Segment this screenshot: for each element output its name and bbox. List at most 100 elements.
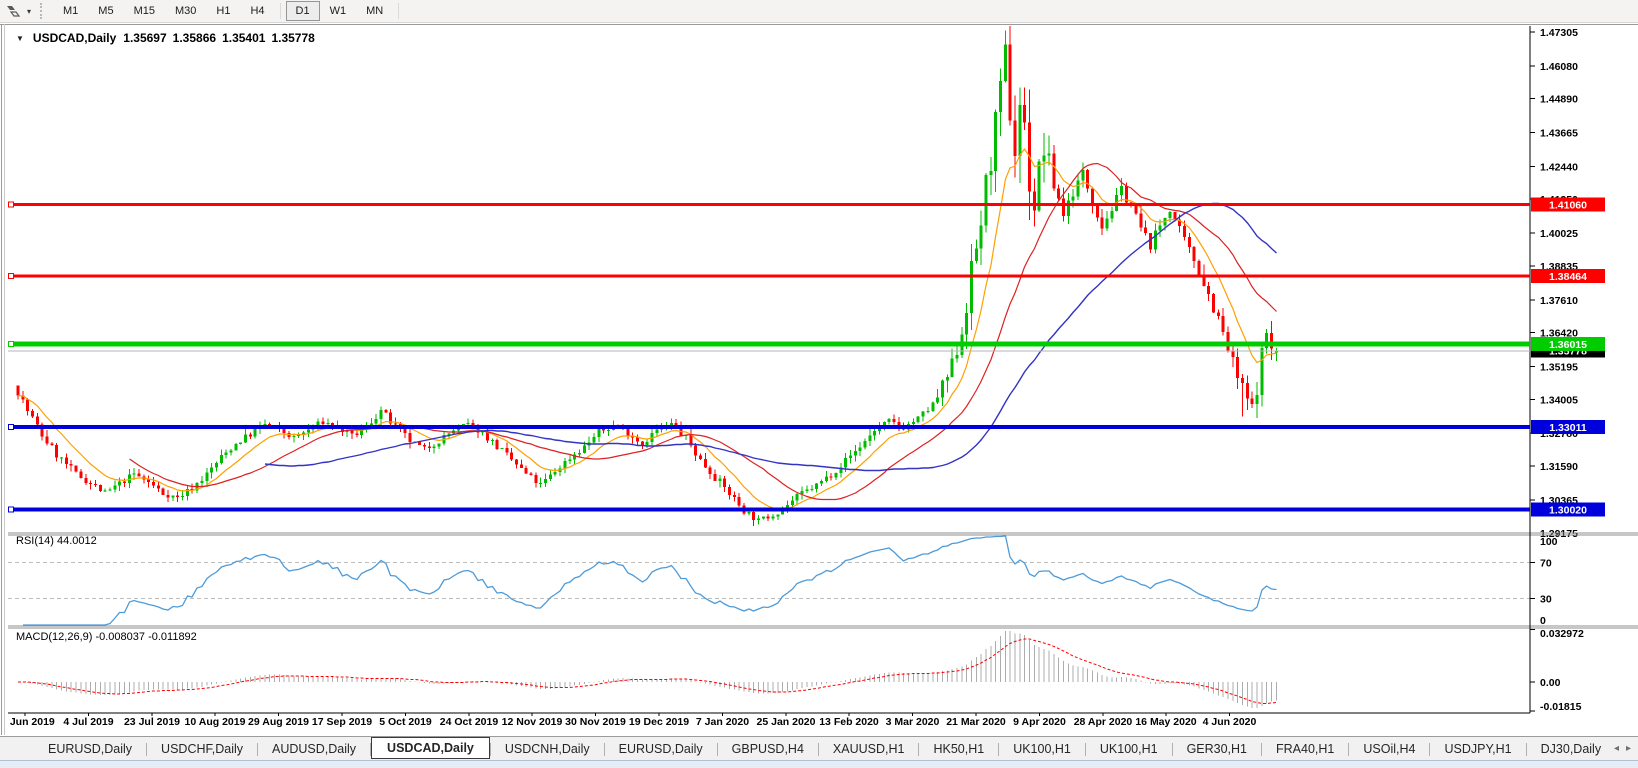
svg-text:1.33011: 1.33011 — [1549, 422, 1587, 434]
tab-divider — [918, 742, 920, 756]
timeframe-button-m15[interactable]: M15 — [133, 5, 155, 17]
svg-text:13 Feb 2020: 13 Feb 2020 — [819, 716, 879, 728]
tab-usdcad-daily[interactable]: USDCAD,Daily — [371, 737, 490, 759]
tab-ger30-h1[interactable]: GER30,H1 — [1186, 742, 1248, 756]
toolbar-separator — [398, 3, 400, 19]
timeframe-buttons: M1 M5 M15 M30 H1 H4 D1 W1 MN — [53, 1, 404, 21]
tab-audusd-daily[interactable]: AUDUSD,Daily — [272, 742, 357, 756]
window-border-left — [1, 24, 2, 735]
price-axis[interactable]: 1.473051.460801.448901.436651.424401.412… — [1530, 27, 1578, 540]
svg-text:70: 70 — [1540, 558, 1552, 570]
svg-text:9 Apr 2020: 9 Apr 2020 — [1013, 716, 1066, 728]
tab-divider — [1525, 742, 1527, 756]
chart-symbol-title: USDCAD,Daily — [32, 31, 117, 45]
timeframe-button-d1[interactable]: D1 — [285, 1, 320, 21]
hline-resistance-lower[interactable] — [8, 273, 1530, 279]
svg-text:24 Oct 2019: 24 Oct 2019 — [440, 716, 499, 728]
macd-indicator — [17, 631, 1277, 708]
hline-resistance-upper[interactable] — [8, 201, 1530, 208]
timeframe-button-w1[interactable]: W1 — [329, 5, 347, 17]
svg-text:1.38464: 1.38464 — [1549, 271, 1587, 283]
svg-text:29 Aug 2019: 29 Aug 2019 — [248, 716, 309, 728]
chart-window — [0, 24, 1638, 735]
svg-text:1.35195: 1.35195 — [1540, 362, 1578, 374]
svg-text:15 Jun 2019: 15 Jun 2019 — [8, 716, 55, 728]
timeframe-button-h4[interactable]: H4 — [250, 5, 265, 17]
chevron-down-icon[interactable]: ▾ — [27, 6, 32, 16]
price-label-box — [1531, 197, 1605, 212]
hline-support-upper[interactable] — [8, 424, 1530, 430]
macd-histogram — [17, 631, 1277, 708]
tab-scroll-right-icon[interactable]: ▸ — [1625, 743, 1631, 754]
tab-eurusd-daily[interactable]: EURUSD,Daily — [48, 742, 133, 756]
chart-canvas[interactable]: 1.473051.460801.448901.436651.424401.412… — [8, 26, 1638, 735]
ma-medium-line — [129, 162, 1277, 501]
tab-uk100-h1[interactable]: UK100,H1 — [1099, 742, 1158, 756]
svg-text:19 Dec 2019: 19 Dec 2019 — [629, 716, 689, 728]
pane-separators[interactable] — [8, 26, 1638, 714]
tab-divider — [603, 742, 605, 756]
tab-usdchf-daily[interactable]: USDCHF,Daily — [161, 742, 243, 756]
svg-text:16 May 2020: 16 May 2020 — [1135, 716, 1196, 728]
tab-gbpusd-h4[interactable]: GBPUSD,H4 — [731, 742, 804, 756]
tab-divider — [716, 742, 718, 756]
svg-text:25 Jan 2020: 25 Jan 2020 — [757, 716, 816, 728]
tab-usoil-h4[interactable]: USOil,H4 — [1363, 742, 1416, 756]
macd-signal-line — [18, 638, 1277, 704]
price-label-box — [1531, 502, 1605, 517]
tab-divider — [998, 742, 1000, 756]
tab-hk50-h1[interactable]: HK50,H1 — [933, 742, 985, 756]
time-axis[interactable]: 15 Jun 2019 4 Jul 2019 23 Jul 2019 10 Aug 2… — [8, 713, 1257, 728]
svg-text:0: 0 — [1540, 615, 1546, 627]
timeframe-button-mn[interactable]: MN — [366, 5, 384, 17]
svg-text:10 Aug 2019: 10 Aug 2019 — [185, 716, 246, 728]
svg-text:1.46080: 1.46080 — [1540, 61, 1578, 73]
tab-divider — [817, 742, 819, 756]
timeframe-button-m1[interactable]: M1 — [63, 5, 79, 17]
svg-text:30: 30 — [1540, 594, 1552, 606]
svg-text:17 Sep 2019: 17 Sep 2019 — [312, 716, 372, 728]
tab-divider — [146, 742, 148, 756]
tab-uk100-h1[interactable]: UK100,H1 — [1013, 742, 1071, 756]
svg-text:3 Mar 2020: 3 Mar 2020 — [886, 716, 940, 728]
svg-text:1.41060: 1.41060 — [1549, 200, 1587, 212]
svg-text:-0.01815: -0.01815 — [1540, 701, 1582, 713]
top-toolbar: ▾ M1 M5 M15 M30 H1 H4 D1 W1 MN — [0, 0, 1638, 23]
svg-text:30 Nov 2019: 30 Nov 2019 — [565, 716, 626, 728]
tab-usdjpy-h1[interactable]: USDJPY,H1 — [1444, 742, 1512, 756]
svg-text:5 Oct 2019: 5 Oct 2019 — [379, 716, 432, 728]
svg-text:1.34005: 1.34005 — [1540, 395, 1578, 407]
svg-text:1.36420: 1.36420 — [1540, 328, 1578, 340]
line-studies-group: ▾ — [3, 3, 36, 19]
svg-text:23 Jul 2019: 23 Jul 2019 — [124, 716, 180, 728]
svg-text:1.30020: 1.30020 — [1549, 505, 1587, 517]
chart-ohlc-header: ▼ USDCAD,Daily 1.35697 1.35866 1.35401 1… — [16, 31, 315, 45]
timeframe-button-h1[interactable]: H1 — [216, 5, 231, 17]
svg-text:4 Jul 2019: 4 Jul 2019 — [63, 716, 113, 728]
tab-xauusd-h1[interactable]: XAUUSD,H1 — [832, 742, 905, 756]
tab-scroll-left-icon[interactable]: ◂ — [1613, 743, 1619, 754]
arrows-tool-icon[interactable] — [5, 3, 21, 19]
hline-support-lower[interactable] — [8, 506, 1530, 513]
toolbar-separator — [279, 3, 281, 19]
svg-text:1.47305: 1.47305 — [1540, 27, 1578, 39]
toolbar-drag-handle[interactable] — [40, 3, 46, 19]
status-bar — [0, 760, 1638, 768]
svg-text:0.00: 0.00 — [1540, 677, 1561, 689]
macd-axis: 0.032972 0.00 -0.01815 — [1530, 628, 1584, 713]
tab-eurusd-daily[interactable]: EURUSD,Daily — [618, 742, 703, 756]
rsi-levels — [8, 562, 1530, 599]
price-label-box — [1531, 420, 1605, 434]
timeframe-button-m30[interactable]: M30 — [174, 5, 197, 17]
svg-text:1.42440: 1.42440 — [1540, 162, 1578, 174]
tab-usdcnh-daily[interactable]: USDCNH,Daily — [504, 742, 590, 756]
svg-text:0.032972: 0.032972 — [1540, 628, 1584, 640]
tab-fra40-h1[interactable]: FRA40,H1 — [1276, 742, 1335, 756]
timeframe-button-m5[interactable]: M5 — [98, 5, 114, 17]
ma-slow-line — [264, 202, 1277, 472]
quote-panel-toggle-icon[interactable]: ▼ — [16, 33, 24, 43]
tab-divider — [370, 742, 372, 756]
tab-dj30-daily[interactable]: DJ30,Daily — [1540, 742, 1602, 756]
hline-pivot-green[interactable] — [8, 341, 1530, 347]
svg-text:1.44890: 1.44890 — [1540, 94, 1578, 106]
